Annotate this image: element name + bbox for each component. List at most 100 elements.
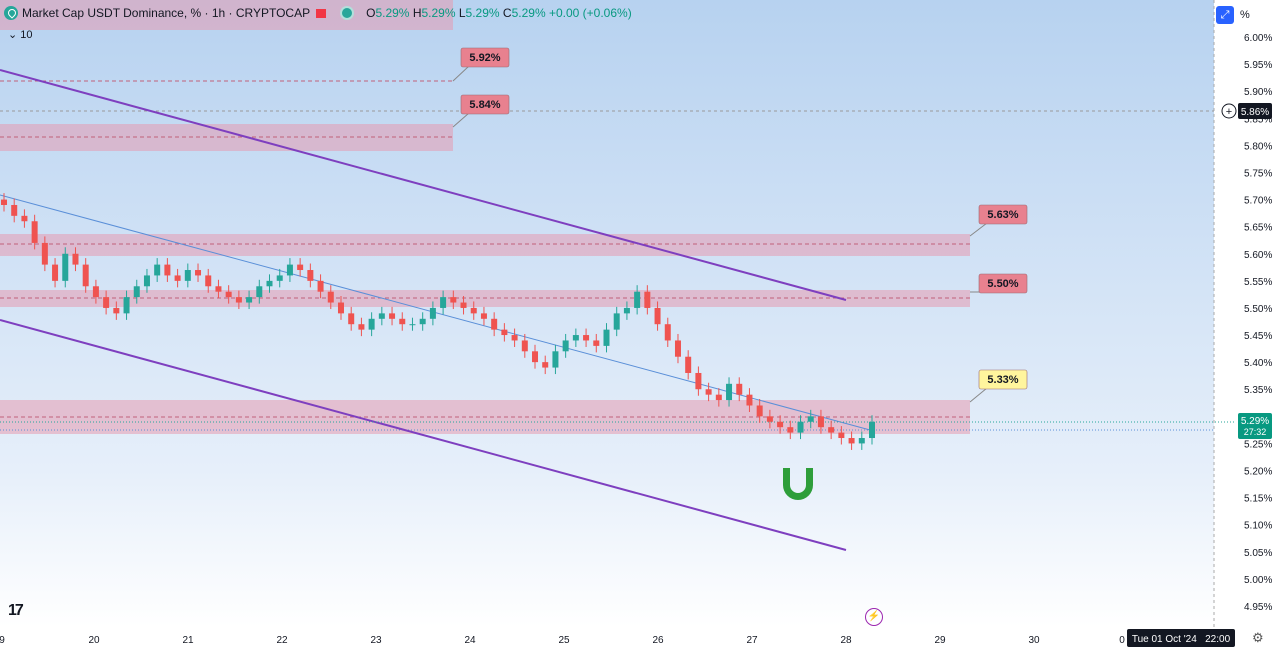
price-callout[interactable] bbox=[460, 47, 510, 68]
svg-text:+: + bbox=[1226, 106, 1232, 118]
price-tick-label: 5.80% bbox=[1244, 141, 1272, 152]
high-value: 5.29% bbox=[421, 6, 456, 20]
lightning-icon[interactable]: ⚡ bbox=[865, 608, 883, 626]
low-label: L bbox=[458, 6, 466, 20]
time-tick-label: 0 bbox=[1119, 635, 1125, 646]
price-tick-label: 5.75% bbox=[1244, 168, 1272, 179]
candle-body bbox=[838, 432, 845, 439]
candle-body bbox=[72, 253, 79, 265]
price-callout-label: 5.33% bbox=[987, 374, 1018, 386]
price-tick-label: 6.00% bbox=[1244, 33, 1272, 44]
open-value: 5.29% bbox=[375, 6, 410, 20]
support-resistance-zone[interactable] bbox=[0, 234, 970, 256]
candle-body bbox=[133, 286, 140, 298]
auto-scale-icon: ⤢ bbox=[1220, 9, 1230, 21]
candle-body bbox=[429, 307, 436, 319]
candle-body bbox=[246, 297, 253, 303]
candle-body bbox=[715, 394, 722, 401]
candle-body bbox=[266, 280, 273, 287]
close-label: C bbox=[502, 6, 512, 20]
candle-body bbox=[562, 340, 569, 352]
price-callout[interactable] bbox=[460, 94, 510, 115]
time-tick-label: 25 bbox=[558, 635, 570, 646]
candle-body bbox=[450, 297, 457, 303]
market-status-icon bbox=[342, 8, 353, 18]
candle-body bbox=[685, 356, 692, 373]
price-tick-label: 5.10% bbox=[1244, 521, 1272, 532]
candle-body bbox=[817, 416, 824, 428]
price-callout[interactable] bbox=[978, 204, 1028, 225]
flag-icon[interactable] bbox=[316, 9, 327, 18]
candle-body bbox=[542, 362, 549, 368]
low-value: 5.29% bbox=[465, 6, 500, 20]
price-callout-label: 5.50% bbox=[987, 278, 1018, 290]
support-resistance-zone[interactable] bbox=[0, 0, 453, 30]
crosshair-price-label: + 5.86% bbox=[1221, 103, 1272, 119]
indicator-toggle[interactable]: ⌄ 10 bbox=[8, 28, 33, 41]
price-callout[interactable] bbox=[978, 273, 1028, 294]
candle-body bbox=[848, 438, 855, 444]
price-tick-label: 5.40% bbox=[1244, 358, 1272, 369]
candle-body bbox=[276, 275, 283, 281]
candle-body bbox=[41, 242, 48, 265]
candle-body bbox=[501, 329, 508, 336]
candle-body bbox=[726, 383, 733, 401]
candle-body bbox=[286, 264, 293, 276]
gear-icon[interactable]: ⚙ bbox=[1252, 630, 1264, 645]
price-tick-label: 4.95% bbox=[1244, 602, 1272, 613]
candle-body bbox=[256, 286, 263, 298]
candle-body bbox=[174, 275, 181, 281]
candle-body bbox=[327, 291, 334, 303]
percent-scale-button[interactable]: % bbox=[1240, 9, 1250, 21]
symbol-legend[interactable]: Market Cap USDT Dominance, % · 1h · CRYP… bbox=[4, 6, 632, 20]
price-callout-label: 5.84% bbox=[469, 99, 500, 111]
symbol-title: Market Cap USDT Dominance, % · 1h · CRYP… bbox=[22, 6, 311, 20]
candle-body bbox=[52, 264, 59, 281]
auto-scale-button[interactable]: ⤢ bbox=[1216, 6, 1234, 24]
price-tick-label: 5.45% bbox=[1244, 331, 1272, 342]
price-callout[interactable] bbox=[978, 369, 1028, 390]
svg-text:Tue 01 Oct '24 22:00: Tue 01 Oct '24 22:00 bbox=[1132, 634, 1231, 645]
time-tick-label: 27 bbox=[746, 635, 758, 646]
price-tick-label: 5.25% bbox=[1244, 439, 1272, 450]
close-value: 5.29% bbox=[511, 6, 546, 20]
candle-body bbox=[644, 291, 651, 308]
time-tick-label: 24 bbox=[464, 635, 476, 646]
price-tick-label: 5.60% bbox=[1244, 250, 1272, 261]
time-tick-label: 9 bbox=[0, 635, 5, 646]
candle-body bbox=[62, 253, 69, 281]
candle-body bbox=[31, 221, 38, 243]
candle-body bbox=[378, 313, 385, 319]
candle-body bbox=[593, 340, 600, 346]
candle-body bbox=[368, 318, 375, 330]
candle-body bbox=[552, 351, 559, 368]
price-tick-label: 5.15% bbox=[1244, 494, 1272, 505]
candle-body bbox=[695, 372, 702, 390]
time-tick-label: 28 bbox=[840, 635, 852, 646]
price-tick-label: 5.55% bbox=[1244, 277, 1272, 288]
time-tick-label: 26 bbox=[652, 635, 664, 646]
price-tick-label: 5.90% bbox=[1244, 87, 1272, 98]
price-tick-label: 5.50% bbox=[1244, 304, 1272, 315]
candle-body bbox=[705, 389, 712, 395]
chevron-down-icon: ⌄ bbox=[8, 29, 18, 41]
price-tick-label: 5.00% bbox=[1244, 575, 1272, 586]
channel-upper-line bbox=[0, 69, 847, 301]
candle-body bbox=[828, 427, 835, 433]
candle-body bbox=[603, 329, 610, 346]
candle-body bbox=[317, 280, 324, 292]
candle-body bbox=[399, 318, 406, 325]
candle-body bbox=[337, 302, 344, 314]
candle-body bbox=[869, 421, 875, 439]
candle-body bbox=[1, 199, 7, 205]
price-tick-label: 5.70% bbox=[1244, 196, 1272, 207]
candle-body bbox=[858, 438, 865, 444]
candle-body bbox=[787, 427, 794, 433]
candle-body bbox=[184, 270, 191, 281]
candle-body bbox=[307, 270, 314, 281]
candle-body bbox=[736, 383, 743, 395]
crosshair-time-label: Tue 01 Oct '24 22:00 bbox=[1127, 629, 1235, 647]
svg-text:5.86%: 5.86% bbox=[1241, 107, 1269, 118]
price-tick-label: 5.65% bbox=[1244, 223, 1272, 234]
